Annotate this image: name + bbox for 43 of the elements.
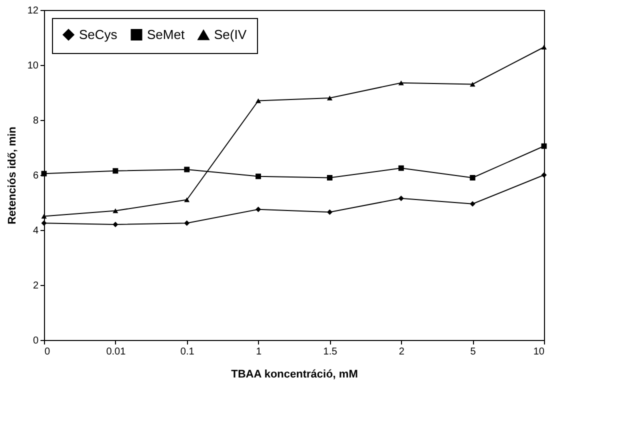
point bbox=[541, 143, 547, 149]
point bbox=[541, 172, 547, 178]
point bbox=[398, 165, 404, 171]
point bbox=[41, 214, 47, 219]
y-tick-label: 4 bbox=[32, 226, 39, 236]
legend-label: Se(IV bbox=[214, 27, 247, 42]
x-tick-label: 5 bbox=[470, 346, 476, 358]
point bbox=[256, 206, 262, 212]
point bbox=[184, 166, 190, 172]
point bbox=[398, 80, 404, 86]
point bbox=[326, 209, 332, 215]
point bbox=[184, 197, 190, 202]
point bbox=[470, 201, 476, 207]
x-tick-label: 1 bbox=[256, 346, 262, 358]
point bbox=[112, 168, 118, 174]
point bbox=[112, 222, 118, 228]
point bbox=[398, 196, 404, 202]
point bbox=[326, 175, 332, 180]
y-tick-label: 2 bbox=[32, 280, 39, 292]
point bbox=[541, 44, 547, 50]
x-axis-title: TBAA koncentráció, mM bbox=[231, 368, 358, 380]
y-tick-label: 0 bbox=[32, 336, 39, 346]
point bbox=[470, 175, 476, 180]
x-tick-label: 2 bbox=[398, 346, 405, 358]
point bbox=[326, 96, 332, 100]
legend-label: SeCys bbox=[79, 26, 118, 42]
x-tick-label: 0.1 bbox=[180, 346, 195, 358]
point bbox=[470, 82, 476, 87]
x-tick-label: 1.5 bbox=[323, 346, 338, 358]
x-tick-label: 0.01 bbox=[106, 346, 126, 358]
y-tick-label: 12 bbox=[27, 6, 39, 16]
legend-label: SeMet bbox=[147, 26, 185, 42]
y-axis-title: Retenciós idő, min bbox=[6, 126, 18, 224]
point bbox=[256, 174, 262, 180]
point bbox=[184, 220, 190, 226]
point bbox=[112, 208, 118, 214]
y-tick-label: 10 bbox=[27, 60, 39, 72]
x-tick-label: 10 bbox=[533, 346, 545, 358]
y-tick-label: 6 bbox=[32, 170, 39, 182]
y-tick-label: 8 bbox=[32, 116, 39, 126]
point bbox=[256, 98, 262, 104]
x-tick-label: 0 bbox=[44, 346, 50, 358]
point bbox=[41, 220, 47, 226]
